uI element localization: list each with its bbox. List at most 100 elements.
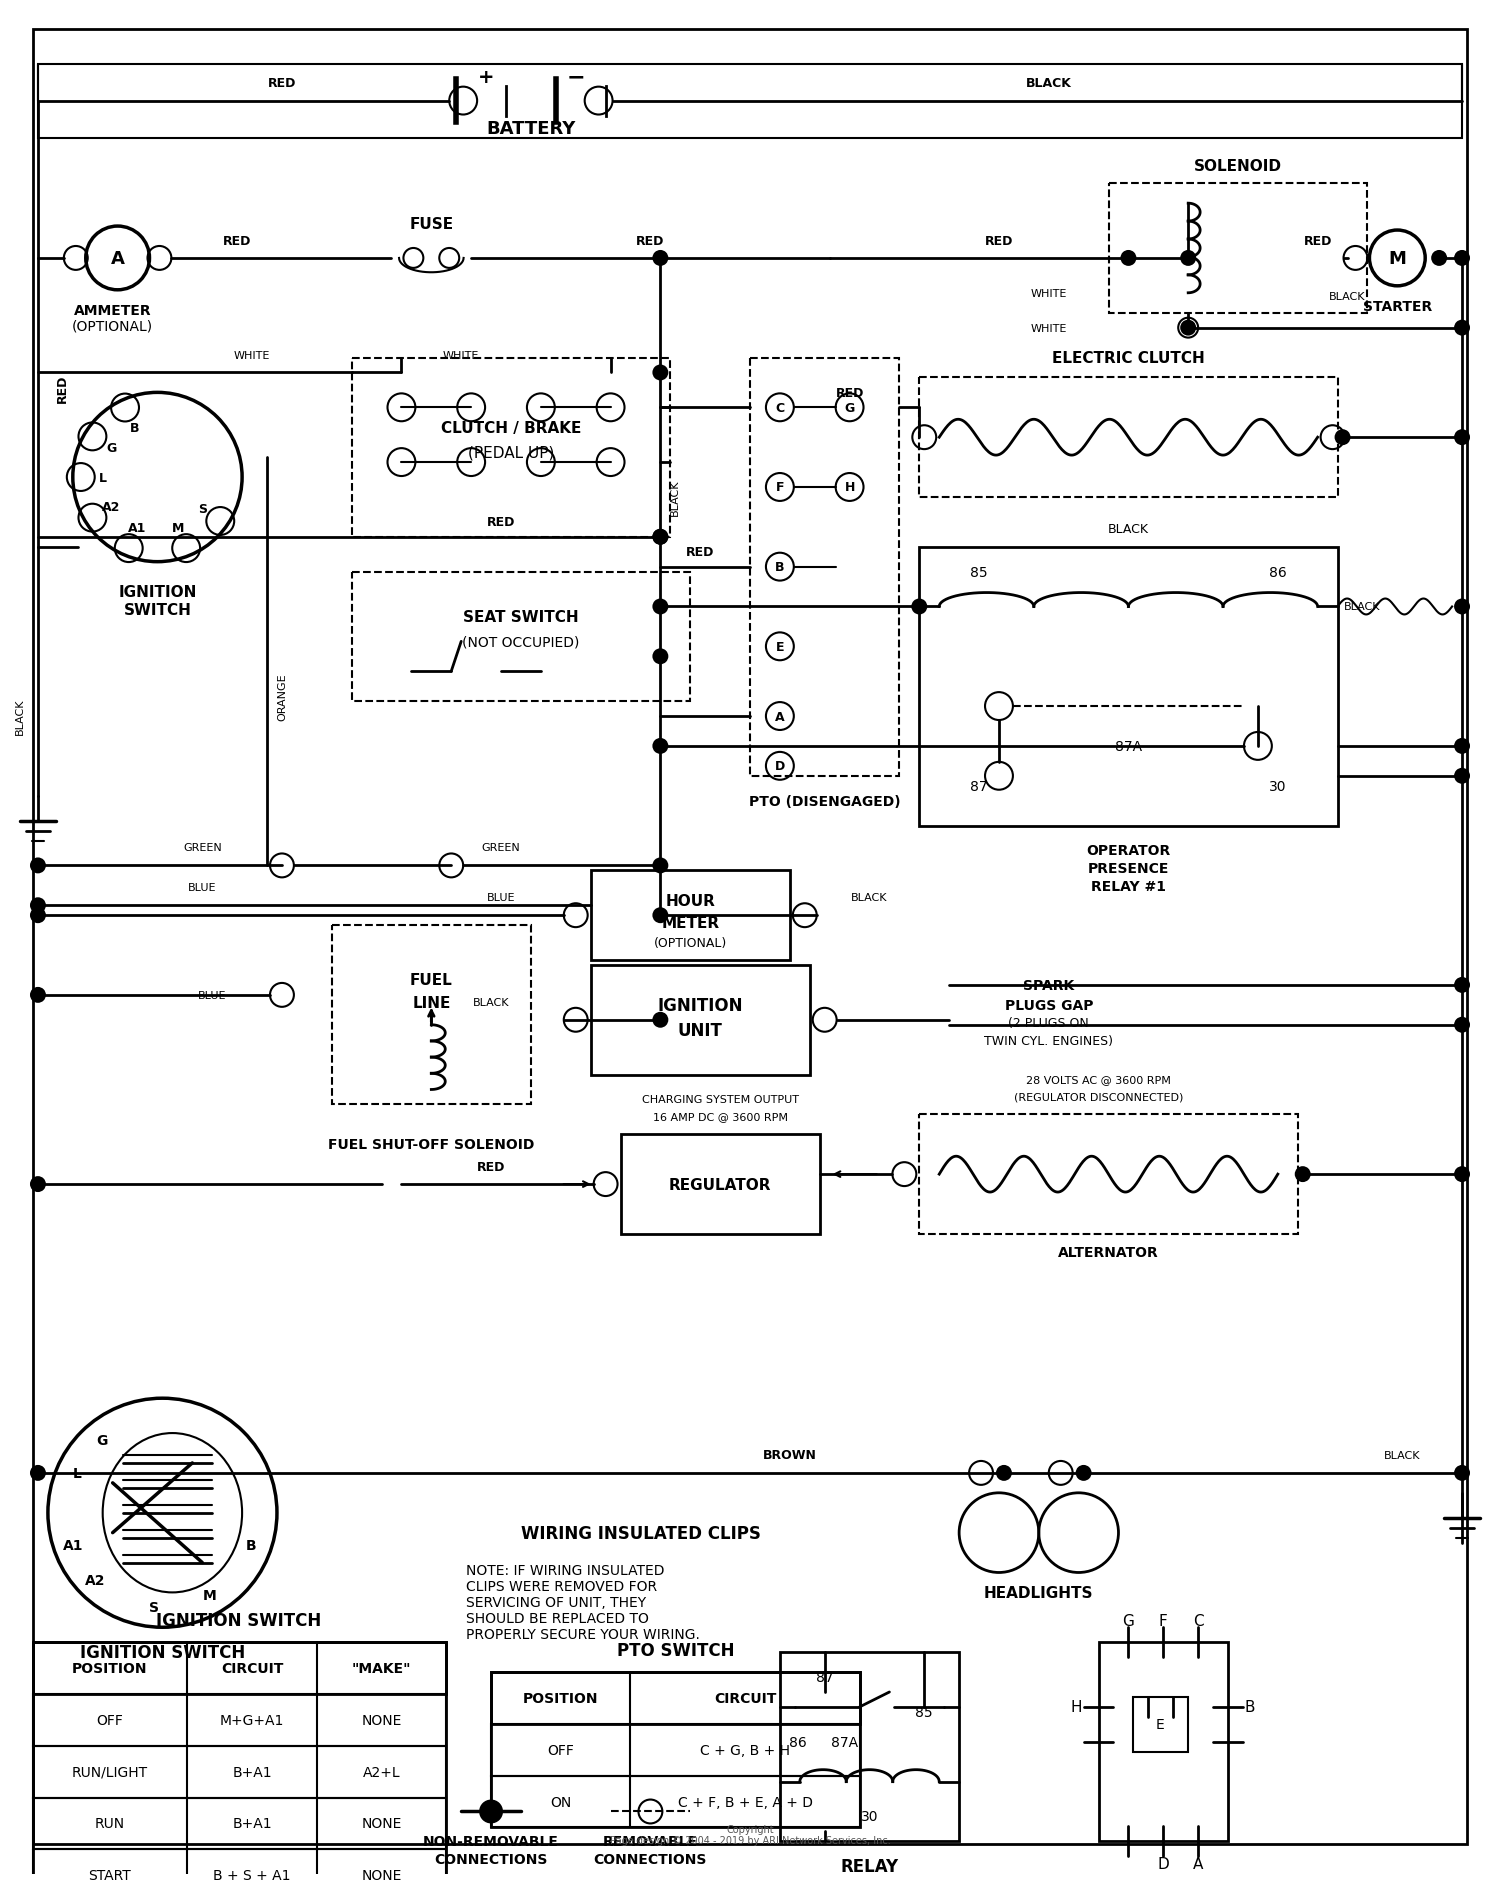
Text: RUN/LIGHT: RUN/LIGHT (72, 1765, 147, 1778)
Circle shape (652, 649, 669, 664)
Circle shape (1076, 1466, 1092, 1481)
Text: B+A1: B+A1 (232, 1816, 272, 1831)
Circle shape (652, 529, 669, 546)
Text: B: B (129, 422, 140, 435)
Bar (33, 1643, 447, 1882)
Text: 30: 30 (861, 1809, 879, 1824)
Text: −: − (567, 68, 585, 88)
Text: D: D (776, 760, 784, 774)
Text: ORANGE: ORANGE (278, 674, 286, 721)
Bar (332, 926, 531, 1105)
Text: FUSE: FUSE (410, 216, 453, 231)
Text: H: H (1071, 1699, 1083, 1715)
Text: S: S (198, 502, 207, 516)
Text: 85: 85 (970, 565, 988, 580)
Circle shape (652, 1013, 669, 1028)
Text: M: M (1389, 250, 1407, 267)
Circle shape (1454, 320, 1470, 337)
Text: TWIN CYL. ENGINES): TWIN CYL. ENGINES) (984, 1035, 1113, 1048)
Bar (490, 1724, 859, 1777)
Text: POSITION: POSITION (524, 1692, 599, 1705)
Text: RED: RED (268, 77, 296, 90)
Text: RELAY #1: RELAY #1 (1090, 881, 1166, 894)
Text: BLACK: BLACK (1108, 523, 1149, 536)
Bar (490, 1673, 859, 1724)
Bar (780, 1652, 958, 1841)
Circle shape (478, 1799, 502, 1824)
Circle shape (1180, 320, 1196, 337)
Text: 86: 86 (1269, 565, 1287, 580)
Text: G: G (106, 442, 116, 455)
Bar (1134, 1698, 1188, 1752)
Text: BROWN: BROWN (764, 1449, 818, 1462)
Text: FUEL SHUT-OFF SOLENOID: FUEL SHUT-OFF SOLENOID (328, 1137, 534, 1152)
Text: F: F (1160, 1613, 1167, 1628)
Bar (33, 1694, 447, 1746)
Bar (33, 1746, 447, 1797)
Circle shape (1431, 250, 1448, 267)
Text: RED: RED (686, 546, 714, 559)
Bar (750, 358, 900, 777)
Text: (PEDAL UP): (PEDAL UP) (468, 446, 554, 461)
Text: B+A1: B+A1 (232, 1765, 272, 1778)
Text: RELAY: RELAY (840, 1858, 898, 1874)
Bar (490, 1777, 859, 1827)
Bar (920, 1114, 1298, 1235)
Text: G: G (1122, 1613, 1134, 1628)
Text: BLACK: BLACK (1329, 292, 1366, 301)
Text: 87A: 87A (831, 1735, 858, 1748)
Text: (REGULATOR DISCONNECTED): (REGULATOR DISCONNECTED) (1014, 1092, 1184, 1101)
Bar (33, 1643, 447, 1694)
Text: RED: RED (224, 235, 252, 247)
Text: SWITCH: SWITCH (123, 602, 192, 617)
Text: A2: A2 (86, 1573, 106, 1587)
Bar (1098, 1643, 1228, 1841)
Bar (591, 871, 790, 960)
Text: BLUE: BLUE (198, 990, 226, 1001)
Circle shape (1454, 768, 1470, 785)
Text: 16 AMP DC @ 3600 RPM: 16 AMP DC @ 3600 RPM (652, 1112, 788, 1122)
Text: RED: RED (836, 386, 864, 399)
Text: BLACK: BLACK (670, 480, 681, 516)
Text: BATTERY: BATTERY (486, 120, 576, 139)
Circle shape (1335, 429, 1350, 446)
Text: "MAKE": "MAKE" (352, 1662, 411, 1675)
Circle shape (996, 1466, 1012, 1481)
Text: CONNECTIONS: CONNECTIONS (435, 1852, 548, 1867)
Circle shape (30, 988, 46, 1003)
Bar (33, 1850, 447, 1882)
Text: IGNITION SWITCH: IGNITION SWITCH (80, 1643, 245, 1662)
Text: Copyright
Page design © 2004 - 2019 by ARI Network Services, Inc.: Copyright Page design © 2004 - 2019 by A… (609, 1824, 891, 1844)
Text: L: L (99, 470, 106, 484)
Text: NONE: NONE (362, 1713, 402, 1728)
Text: B: B (246, 1538, 256, 1553)
Text: C: C (776, 401, 784, 414)
Circle shape (1454, 977, 1470, 994)
Circle shape (30, 898, 46, 915)
Text: E: E (776, 640, 784, 653)
Text: SOLENOID: SOLENOID (1194, 158, 1282, 173)
Text: WHITE: WHITE (442, 350, 480, 359)
Text: SPARK: SPARK (1023, 979, 1074, 992)
Text: REMOVABLE: REMOVABLE (603, 1835, 698, 1848)
Circle shape (652, 598, 669, 615)
Circle shape (652, 858, 669, 873)
Text: OFF: OFF (548, 1743, 574, 1756)
Text: PLUGS GAP: PLUGS GAP (1005, 997, 1094, 1013)
Circle shape (30, 907, 46, 924)
Text: BLACK: BLACK (852, 892, 888, 903)
Text: HEADLIGHTS: HEADLIGHTS (984, 1585, 1094, 1600)
Circle shape (1454, 429, 1470, 446)
Text: CHARGING SYSTEM OUTPUT: CHARGING SYSTEM OUTPUT (642, 1095, 798, 1105)
Text: RED: RED (636, 235, 664, 247)
Text: BLUE: BLUE (188, 883, 216, 892)
Circle shape (652, 250, 669, 267)
Text: BLACK: BLACK (472, 997, 510, 1007)
Circle shape (1454, 1018, 1470, 1033)
Text: M+G+A1: M+G+A1 (220, 1713, 285, 1728)
Text: RED: RED (477, 1159, 506, 1172)
Text: C + F, B + E, A + D: C + F, B + E, A + D (678, 1795, 813, 1809)
Text: NONE: NONE (362, 1869, 402, 1882)
Circle shape (1454, 1167, 1470, 1182)
Text: A2+L: A2+L (363, 1765, 401, 1778)
